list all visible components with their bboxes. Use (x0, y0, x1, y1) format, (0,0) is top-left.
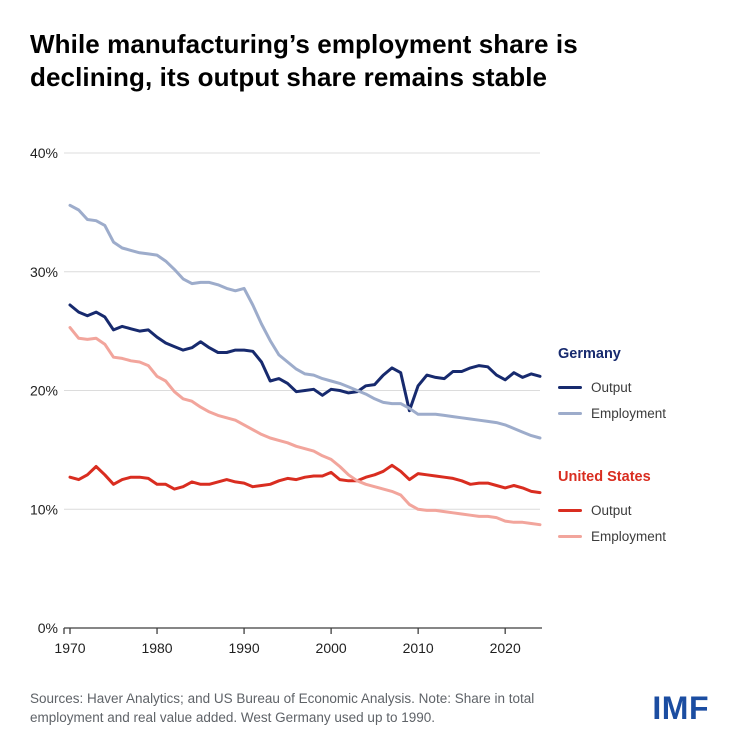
chart-title: While manufacturing’s employment share i… (30, 29, 578, 93)
chart-area: 0% 10% 20% 30% 40% 1970 1980 1990 2000 2010 2020 G… (0, 113, 739, 673)
legend-label: Output (591, 503, 632, 519)
legend-group-germany: Germany Output Employment (558, 346, 666, 427)
imf-logo: IMF (652, 689, 709, 726)
title-block: While manufacturing’s employment share i… (0, 0, 690, 95)
line-swatch-us-employment (558, 534, 582, 539)
source-note: Sources: Haver Analytics; and US Bureau … (30, 690, 535, 726)
series-germany-employment (68, 203, 542, 440)
legend-label: Employment (591, 406, 667, 422)
svg-text:40%: 40% (30, 145, 58, 161)
legend-item-us-employment: Employment (558, 524, 666, 550)
line-chart: 0% 10% 20% 30% 40% 1970 1980 1990 2000 2010 2020 (30, 145, 542, 656)
legend-item-germany-employment: Employment (558, 401, 666, 427)
series-united-states-output (68, 463, 542, 494)
svg-text:10%: 10% (30, 501, 58, 517)
svg-text:2000: 2000 (316, 640, 347, 656)
legend-label: Output (591, 380, 632, 396)
line-swatch-germany-employment (558, 411, 582, 416)
legend-title-germany: Germany (558, 345, 621, 362)
svg-text:20%: 20% (30, 382, 58, 398)
svg-text:1980: 1980 (141, 640, 172, 656)
legend-group-united-states: United States Output Employment (558, 469, 666, 550)
series-united-states-employment (68, 325, 542, 526)
series-germany-output (68, 303, 542, 412)
svg-text:0%: 0% (38, 620, 58, 636)
line-swatch-us-output (558, 508, 582, 513)
svg-text:30%: 30% (30, 263, 58, 279)
svg-text:1970: 1970 (54, 640, 85, 656)
legend-item-germany-output: Output (558, 375, 666, 401)
svg-text:1990: 1990 (228, 640, 259, 656)
footer: Sources: Haver Analytics; and US Bureau … (0, 689, 739, 728)
svg-text:2010: 2010 (403, 640, 434, 656)
line-swatch-germany-output (558, 385, 582, 390)
svg-text:2020: 2020 (490, 640, 521, 656)
legend-title-united-states: United States (558, 468, 651, 485)
legend-item-us-output: Output (558, 498, 666, 524)
legend-label: Employment (591, 529, 667, 545)
